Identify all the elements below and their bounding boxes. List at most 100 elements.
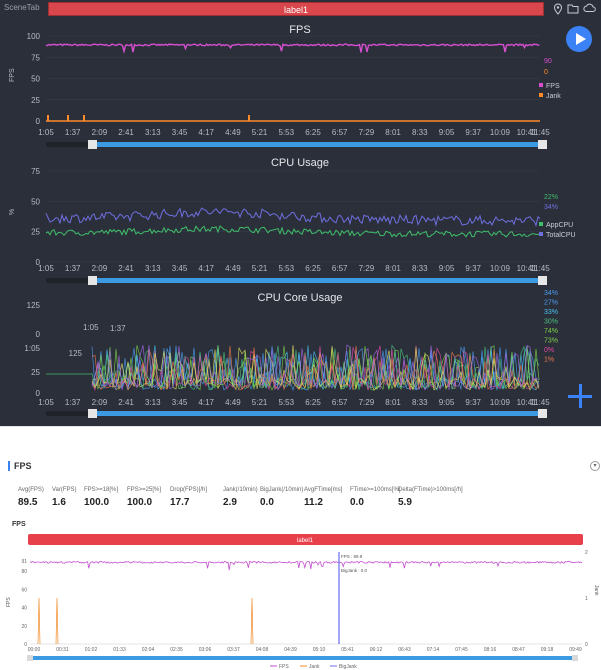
core-scrollbar-right-handle[interactable]	[538, 409, 547, 418]
cpu-y-axis-label: %	[9, 209, 16, 215]
fps-scrollbar-right-handle[interactable]	[538, 140, 547, 149]
x-tick-label: 5:21	[252, 398, 268, 407]
stat-9: Delta(FTime)>100ms[/h] 5.9	[398, 487, 463, 508]
report-y-tick-label: 91	[21, 559, 27, 565]
play-button[interactable]	[566, 26, 592, 52]
report-jank-spike	[55, 597, 59, 645]
report-scrollbar-left-handle[interactable]	[27, 655, 33, 661]
x-tick-label: 2:09	[92, 398, 108, 407]
fps-scrollbar-left-handle[interactable]	[88, 140, 97, 149]
report-legend-label[interactable]: BigJank	[339, 664, 357, 670]
x-tick-label: 1:05	[38, 264, 54, 273]
x-tick-label: 4:49	[225, 264, 241, 273]
report-scrollbar-range[interactable]	[30, 656, 575, 660]
report-jank-spike	[250, 597, 254, 645]
x-tick-label: 1:05	[38, 128, 54, 137]
core-current-value: 1%	[544, 357, 554, 364]
fps-legend-label: FPS	[546, 83, 560, 90]
stat-value: 2.9	[223, 497, 237, 508]
x-tick-label: 2:41	[118, 264, 134, 273]
core-current-value: 30%	[544, 319, 558, 326]
core-overlay-tick-2: 1:37	[110, 324, 126, 333]
x-tick-label: 8:01	[385, 398, 401, 407]
core-scrollbar-range[interactable]	[92, 411, 542, 416]
report-x-tick-label: 01:33	[113, 647, 126, 653]
top-charts: FPS FPS 100 75 50 25 0 90 0 FPS Jank 1:05 1:3…	[9, 24, 576, 418]
report-x-tick-label: 02:35	[170, 647, 183, 653]
fps-y-tick-label: 0	[36, 117, 41, 126]
report-x-tick-label: 07:45	[455, 647, 468, 653]
x-tick-label: 11:45	[530, 398, 550, 407]
fps-scrollbar-track	[46, 142, 92, 147]
jank-mark	[83, 115, 85, 121]
x-tick-label: 8:01	[385, 128, 401, 137]
core-series-line	[91, 344, 540, 391]
report-label-bar[interactable]	[28, 534, 583, 545]
cpu-scrollbar-range[interactable]	[92, 278, 542, 283]
add-button[interactable]	[568, 384, 592, 408]
report-jank-spike	[37, 597, 41, 645]
fps-x-axis: 1:05 1:37 2:09 2:41 3:13 3:45 4:17 4:49 5:21 5:53…	[38, 128, 550, 137]
x-tick-label: 6:25	[305, 398, 321, 407]
cloud-icon[interactable]	[583, 3, 596, 15]
x-tick-label: 1:37	[65, 264, 81, 273]
x-tick-label: 1:37	[65, 128, 81, 137]
report-y-tick-label: 60	[21, 587, 27, 593]
core-x-axis: 1:05 1:37 2:09 2:41 3:13 3:45 4:17 4:49 5:21 5:53…	[38, 398, 550, 407]
cpu-y-tick-label: 50	[31, 197, 40, 206]
jank-mark	[248, 115, 250, 121]
x-tick-label: 10:09	[490, 264, 511, 273]
label-bar[interactable]: label1	[48, 2, 544, 16]
core-scrollbar-track	[46, 411, 92, 416]
report-right-tick-label: 2	[585, 550, 588, 556]
report-legend-label[interactable]: FPS	[279, 664, 289, 670]
core-y-tick-label: 125	[69, 349, 83, 358]
cpu-core-chart-title: CPU Core Usage	[258, 292, 343, 304]
stat-label: FPS>=25[%]	[127, 487, 162, 493]
stat-value: 11.2	[304, 497, 323, 508]
x-tick-label: 5:53	[279, 398, 295, 407]
x-tick-label: 3:45	[172, 128, 188, 137]
location-pin-icon[interactable]	[552, 3, 564, 15]
report-x-tick-label: 09:18	[541, 647, 554, 653]
x-tick-label: 6:25	[305, 264, 321, 273]
report-y-tick-label: 0	[24, 642, 27, 648]
cpu-scrollbar-track	[46, 278, 92, 283]
report-fps-series-line	[29, 560, 583, 571]
x-tick-label: 7:29	[359, 264, 375, 273]
jank-legend-label: Jank	[546, 93, 561, 100]
folder-icon[interactable]	[567, 3, 579, 15]
x-tick-label: 5:53	[279, 128, 295, 137]
core-y-tick-label: 25	[31, 368, 40, 377]
total-cpu-legend-swatch	[539, 232, 543, 236]
report-x-tick-label: 04:39	[284, 647, 297, 653]
core-scrollbar-left-handle[interactable]	[88, 409, 97, 418]
x-tick-label: 4:17	[198, 128, 214, 137]
stat-label: FTime>=100ms[%]	[350, 487, 401, 493]
fps-report-panel: FPS ▾ Avg(FPS) 89.5 Var(FPS) 1.6 FPS>=18[%] 1…	[0, 426, 601, 670]
performance-monitor-panel: SceneTab label1 FPS FPS 100 75 50 25 0 90 0 …	[0, 0, 601, 426]
report-x-tick-label: 00:00	[28, 647, 41, 653]
report-x-tick-label: 00:31	[56, 647, 69, 653]
fps-report-chart: label1 91 80 60 40 20 0 FPS Jank 2 1 0 FPS : 89…	[6, 534, 599, 670]
report-x-tick-label: 05:10	[313, 647, 326, 653]
cpu-scrollbar-left-handle[interactable]	[88, 276, 97, 285]
app-cpu-legend-swatch	[539, 222, 543, 226]
x-tick-label: 3:13	[145, 398, 161, 407]
report-scrollbar-right-handle[interactable]	[572, 655, 578, 661]
cpu-scrollbar-right-handle[interactable]	[538, 276, 547, 285]
collapse-button[interactable]: ▾	[590, 461, 600, 471]
x-tick-label: 8:33	[412, 128, 428, 137]
scene-tab[interactable]: SceneTab	[4, 3, 40, 12]
fps-scrollbar-range[interactable]	[92, 142, 542, 147]
stat-value: 1.6	[52, 497, 66, 508]
x-tick-label: 2:41	[118, 128, 134, 137]
report-legend-label[interactable]: Jank	[309, 664, 320, 670]
x-tick-label: 9:05	[439, 398, 455, 407]
cpu-y-tick-label: 0	[36, 258, 41, 267]
stat-label: FPS>=18[%]	[84, 487, 119, 493]
report-x-tick-label: 03:06	[199, 647, 212, 653]
cpu-x-axis: 1:05 1:37 2:09 2:41 3:13 3:45 4:17 4:49 5:21 5:53…	[38, 264, 550, 273]
x-tick-label: 5:53	[279, 264, 295, 273]
core-series-line	[91, 344, 540, 391]
